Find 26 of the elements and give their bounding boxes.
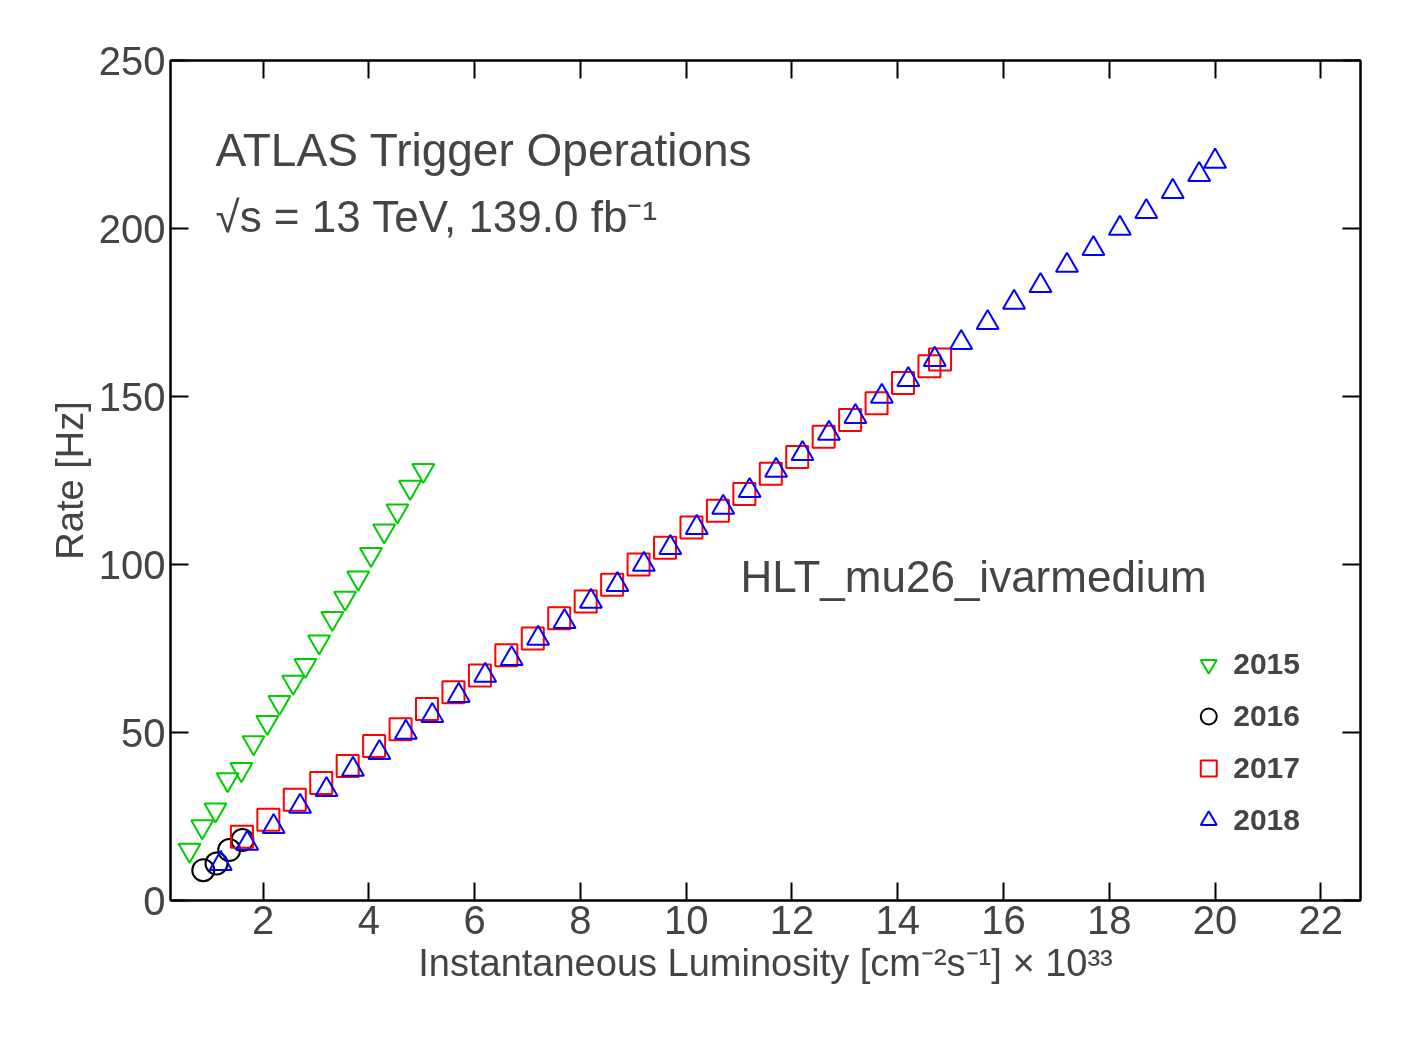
y-tick-label: 250 xyxy=(98,38,166,83)
y-tick-label: 150 xyxy=(98,374,166,419)
x-tick-label: 22 xyxy=(1298,897,1344,942)
y-axis-title: Rate [Hz] xyxy=(48,401,91,560)
x-tick-label: 6 xyxy=(463,897,486,942)
y-tick-label: 100 xyxy=(98,542,166,587)
legend-label: 2017 xyxy=(1233,751,1300,785)
x-tick-label: 10 xyxy=(663,897,709,942)
x-tick-label: 12 xyxy=(769,897,815,942)
legend-label: 2018 xyxy=(1233,803,1300,837)
x-tick-label: 14 xyxy=(875,897,920,942)
annotation: √s = 13 TeV, 139.0 fb⁻¹ xyxy=(215,191,658,241)
annotation: HLT_mu26_ivarmedium xyxy=(740,551,1207,601)
x-tick-label: 20 xyxy=(1192,897,1238,942)
y-tick-label: 0 xyxy=(143,878,166,923)
x-tick-label: 4 xyxy=(357,897,380,942)
annotation: ATLAS Trigger Operations xyxy=(215,123,752,176)
y-tick-label: 200 xyxy=(98,206,166,251)
legend-label: 2015 xyxy=(1233,647,1300,681)
legend-label: 2016 xyxy=(1233,699,1300,733)
x-tick-label: 2 xyxy=(251,897,275,942)
x-axis-title: Instantaneous Luminosity [cm⁻²s⁻¹] × 10³³ xyxy=(418,941,1113,984)
x-tick-label: 16 xyxy=(981,897,1026,942)
y-tick-label: 50 xyxy=(121,710,166,755)
x-tick-label: 18 xyxy=(1087,897,1132,942)
x-tick-label: 8 xyxy=(569,897,592,942)
